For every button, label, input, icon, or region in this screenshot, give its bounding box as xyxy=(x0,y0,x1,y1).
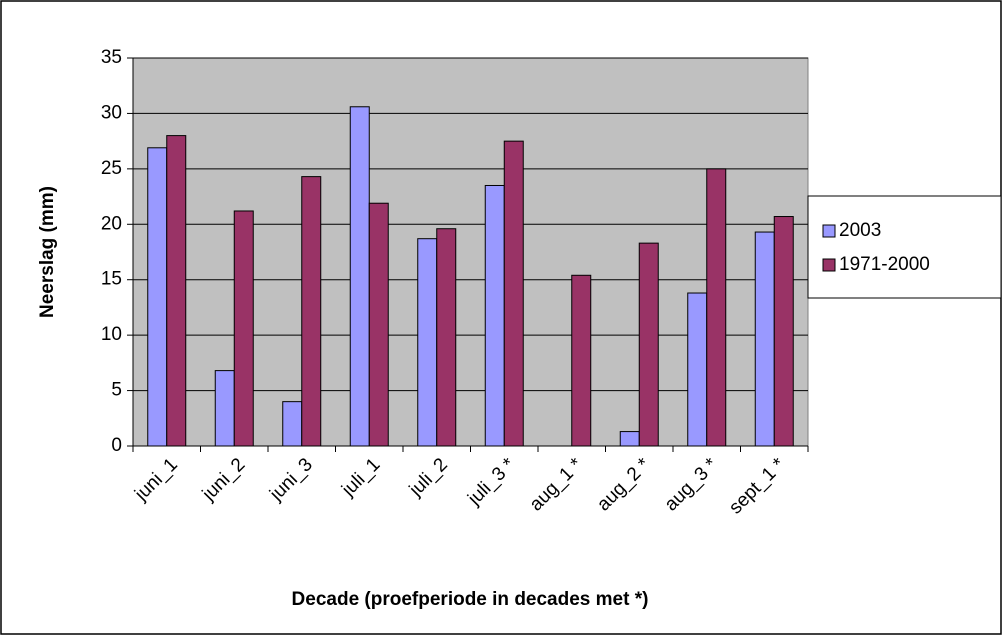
legend-label: 1971-2000 xyxy=(839,254,930,275)
bar xyxy=(417,238,438,447)
bar xyxy=(147,147,168,447)
bar xyxy=(638,242,659,447)
bar xyxy=(754,231,775,447)
y-tick-label: 35 xyxy=(101,47,122,68)
legend-box xyxy=(807,195,1002,299)
bar xyxy=(436,228,457,447)
bar xyxy=(166,135,187,447)
x-axis-title: Decade (proefperiode in decades met *) xyxy=(292,589,649,610)
bar xyxy=(706,168,727,447)
legend-swatch xyxy=(822,224,836,238)
bar xyxy=(233,210,254,447)
y-tick-label: 15 xyxy=(101,269,122,290)
bar xyxy=(503,140,524,447)
y-axis-title: Neerslag (mm) xyxy=(37,186,58,318)
bar xyxy=(484,184,505,447)
bar xyxy=(301,176,322,447)
bar xyxy=(687,292,708,447)
y-tick-label: 0 xyxy=(111,435,122,456)
y-tick-label: 20 xyxy=(101,213,122,234)
y-tick-label: 10 xyxy=(101,324,122,345)
bar xyxy=(619,431,640,447)
bar xyxy=(214,370,235,447)
bar xyxy=(282,401,303,447)
y-tick-label: 5 xyxy=(111,380,122,401)
legend-label: 2003 xyxy=(839,220,881,241)
bar xyxy=(349,106,370,447)
bar xyxy=(368,202,389,447)
bar xyxy=(773,216,794,447)
y-tick-label: 30 xyxy=(101,102,122,123)
legend-swatch xyxy=(822,258,836,272)
y-tick-label: 25 xyxy=(101,158,122,179)
bar xyxy=(571,274,592,447)
